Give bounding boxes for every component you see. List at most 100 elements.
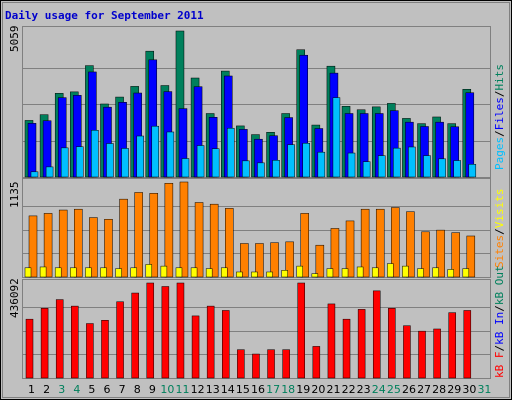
kbytes-bar	[252, 353, 260, 379]
kbytes-bar	[463, 310, 472, 379]
pages-bar	[423, 155, 431, 178]
kbytes-bar	[116, 301, 124, 379]
visits-bar	[160, 265, 168, 278]
sites-bar	[179, 181, 189, 278]
sites-bar	[436, 229, 445, 278]
pages-bar	[151, 125, 160, 178]
day-label: 21	[326, 383, 340, 396]
legend-separator: /	[493, 130, 506, 137]
panel-kbytes-legend: kB F/kB In/kB Out	[493, 265, 506, 378]
panel-kbytes-ymax: 436092	[8, 278, 21, 318]
kbytes-bar	[448, 312, 456, 379]
kbytes-bar	[146, 282, 155, 379]
kbytes-bar	[267, 349, 275, 379]
day-label: 23	[357, 383, 371, 396]
day-label: 17	[266, 383, 280, 396]
day-label: 20	[311, 383, 325, 396]
sites-bar	[149, 193, 159, 278]
chart-title: Daily usage for September 2011	[5, 9, 204, 22]
sites-bar	[466, 235, 476, 278]
kbytes-bar	[25, 318, 34, 379]
sites-bar	[345, 220, 355, 278]
pages-bar	[347, 152, 356, 178]
sites-bar	[406, 211, 415, 278]
visits-bar	[24, 267, 32, 278]
visits-bar	[100, 267, 107, 278]
panel-hits-files-pages-plot	[23, 30, 491, 178]
kbytes-bar	[176, 282, 185, 379]
day-label: 27	[417, 383, 431, 396]
day-label: 3	[58, 383, 65, 396]
sites-bar	[74, 208, 83, 278]
day-label: 10	[160, 383, 174, 396]
pages-bar	[287, 144, 295, 178]
pages-bar	[30, 171, 39, 178]
sites-bar	[330, 228, 340, 278]
pages-bar	[121, 148, 129, 178]
sites-bar	[285, 241, 294, 278]
day-label: 4	[73, 383, 80, 396]
kbytes-bar	[357, 309, 366, 379]
visits-bar	[447, 269, 454, 278]
sites-bar	[164, 183, 174, 278]
day-label: 11	[176, 383, 190, 396]
pages-bar	[272, 160, 280, 178]
panel-kbytes-plot	[23, 282, 491, 379]
sites-bar	[360, 208, 370, 278]
pages-bar	[211, 148, 220, 178]
visits-bar	[402, 265, 409, 278]
visits-bar	[54, 267, 62, 278]
panel-visits-sites-legend: Sites/Visits	[493, 189, 506, 269]
kbytes-bar	[191, 315, 200, 379]
visits-bar	[417, 268, 424, 278]
day-label: 5	[88, 383, 95, 396]
visits-bar	[85, 267, 92, 278]
pages-bar	[166, 131, 175, 178]
legend-entry: Pages	[493, 137, 506, 170]
visits-bar	[281, 270, 288, 278]
day-label: 8	[134, 383, 141, 396]
pages-bar	[438, 158, 446, 178]
visits-bar	[326, 268, 334, 278]
kbytes-bar	[342, 318, 351, 379]
kbytes-bar	[222, 310, 230, 379]
visits-bar	[371, 267, 379, 278]
pages-bar	[60, 147, 69, 178]
legend-separator: /	[493, 91, 506, 98]
legend-entry: Sites	[493, 235, 506, 268]
sites-bar	[89, 217, 98, 278]
sites-bar	[43, 213, 53, 278]
visits-bar	[432, 267, 439, 278]
day-label: 13	[206, 383, 220, 396]
pages-bar	[242, 160, 250, 178]
legend-separator: /	[493, 345, 506, 352]
day-label: 15	[236, 383, 250, 396]
panel-visits-sites-ymax: 1135	[8, 182, 21, 209]
day-axis: 1 2 3 4 5 6 7 8 9 10 11 12 13 14 15 16 17 18 19 20 21 22 23 24 2…	[28, 383, 491, 396]
legend-entry: kB In	[493, 312, 506, 345]
pages-bar	[468, 164, 477, 178]
kbytes-bar	[327, 303, 336, 379]
sites-bar	[421, 231, 430, 278]
day-label: 18	[281, 383, 295, 396]
visits-bar	[236, 271, 243, 278]
kbytes-bar	[282, 349, 290, 379]
visits-bar	[175, 267, 183, 278]
day-label: 9	[149, 383, 156, 396]
visits-bar	[462, 268, 470, 278]
visits-bar	[311, 273, 319, 278]
day-label: 14	[221, 383, 235, 396]
kbytes-bar	[433, 328, 441, 379]
pages-bar	[196, 145, 205, 178]
visits-bar	[296, 265, 303, 278]
kbytes-bar	[40, 308, 49, 379]
legend-text: Pages/Files/Hits	[493, 64, 506, 170]
day-label: 1	[28, 383, 35, 396]
pages-bar	[106, 143, 114, 178]
pages-bar	[181, 158, 190, 178]
sites-bar	[119, 198, 128, 278]
pages-bar	[317, 151, 326, 178]
visits-bar	[266, 271, 273, 278]
kbytes-bar	[237, 349, 245, 379]
